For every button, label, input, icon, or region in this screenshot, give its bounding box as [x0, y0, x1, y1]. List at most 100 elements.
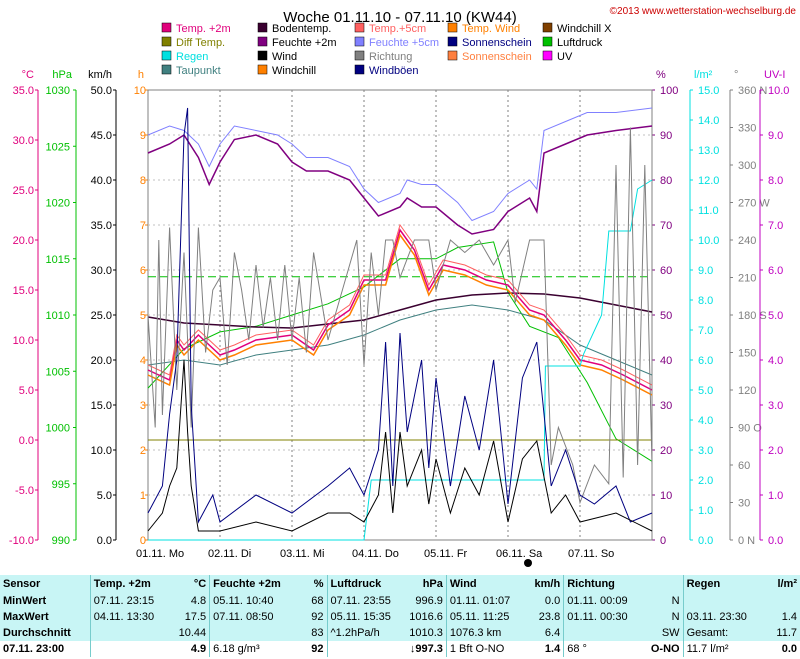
pressure-tick-label: 1020 [46, 198, 70, 210]
direction-tick-label: 60 [738, 460, 750, 472]
rain-tick-label: 15.0 [698, 85, 719, 97]
stats-press-value: 996.9 [415, 595, 443, 607]
stats-label: Durchschnitt [3, 627, 71, 639]
legend-label: Sonnenschein [462, 51, 532, 63]
rain-tick-label: 5.0 [698, 385, 713, 397]
stats-header-dir-val [642, 575, 683, 593]
stats-wind-value: 6.4 [544, 627, 561, 639]
legend-swatch [447, 22, 458, 33]
series-temp-5cm [147, 223, 653, 386]
direction-tick-label: 330 [738, 123, 756, 135]
stats-row-min: MinWert 07.11. 23:15 4.8 05.11. 10:40 68… [0, 593, 800, 609]
legend-label: Sonnenschein [462, 37, 532, 49]
stats-dir-value: N [671, 611, 680, 623]
plot-area [147, 89, 653, 541]
stats-header-wind-unit: km/h [534, 578, 561, 590]
stats-wind-value: 23.8 [538, 611, 561, 623]
stats-current-temp: 4.9 [172, 641, 210, 657]
hours-axis-unit: h [138, 69, 144, 81]
stats-temp-time: 04.11. 13:30 [89, 609, 173, 625]
hours-tick-label: 10 [134, 85, 146, 97]
uv-tick-label: 0.0 [768, 535, 783, 547]
stats-row-max: MaxWert 04.11. 13:30 17.5 07.11. 08:50 9… [0, 609, 800, 625]
hours-tick-label: 3 [140, 400, 146, 412]
temp-axis-unit: °C [22, 69, 34, 81]
legend-swatch [354, 36, 365, 47]
stats-hum-value: 68 [311, 595, 324, 607]
uv-tick-label: 10.0 [768, 85, 789, 97]
uv-tick-label: 1.0 [768, 490, 783, 502]
temp-tick-label: 5.0 [19, 385, 34, 397]
direction-tick-label: 30 [738, 498, 750, 510]
stats-current-direction: O-NO [641, 641, 684, 657]
direction-tick-label: 300 [738, 160, 756, 172]
chart-axes: 35.030.025.020.015.010.05.00.0-5.0-10.0°… [9, 69, 789, 567]
stats-hum-time: 07.11. 08:50 [209, 609, 290, 625]
direction-tick-label: 180 S [738, 310, 767, 322]
temp-tick-label: 0.0 [19, 435, 34, 447]
direction-tick-label: 360 N [738, 85, 767, 97]
stats-rain-value: 1.4 [781, 611, 797, 623]
stats-press-time: 07.11. 23:55 [326, 593, 399, 609]
stats-temp-time [89, 625, 173, 641]
stats-wind-distance: 1076.3 km [445, 625, 519, 641]
stats-header-hum: Feuchte +2m [209, 575, 290, 593]
moon-phase-icon [524, 559, 532, 567]
legend-label: Diff Temp. [176, 37, 225, 49]
temp-tick-label: 25.0 [13, 185, 34, 197]
series-feuchte-2m [147, 125, 653, 235]
legend-swatch [542, 22, 553, 33]
legend-swatch [447, 50, 458, 61]
hours-tick-label: 0 [140, 535, 146, 547]
legend-swatch [161, 22, 172, 33]
rain-tick-label: 8.0 [698, 295, 713, 307]
rain-tick-label: 7.0 [698, 325, 713, 337]
series-bodentemp- [147, 292, 653, 329]
pressure-tick-label: 1005 [46, 366, 70, 378]
direction-tick-label: 240 [738, 235, 756, 247]
humidity-tick-label: 60 [660, 265, 672, 277]
stats-rain-value [763, 593, 800, 609]
uv-tick-label: 5.0 [768, 310, 783, 322]
rain-tick-label: 1.0 [698, 505, 713, 517]
stats-press-trend: ^1.2hPa/h [326, 625, 399, 641]
pressure-tick-label: 1010 [46, 310, 70, 322]
humidity-tick-label: 30 [660, 400, 672, 412]
stats-header-rain: Regen [682, 575, 764, 593]
legend-swatch [161, 64, 172, 75]
temp-tick-label: 20.0 [13, 235, 34, 247]
day-label: 02.11. Di [208, 548, 251, 560]
humidity-tick-label: 50 [660, 310, 672, 322]
rain-tick-label: 0.0 [698, 535, 713, 547]
rain-axis-unit: l/m² [694, 69, 713, 81]
legend-label: Regen [176, 51, 208, 63]
rain-tick-label: 2.0 [698, 475, 713, 487]
stats-current-rain: 0.0 [763, 641, 800, 657]
humidity-tick-label: 80 [660, 175, 672, 187]
hours-tick-label: 8 [140, 175, 146, 187]
legend-swatch [161, 36, 172, 47]
stats-dir-time [563, 625, 642, 641]
copyright-text: ©2013 www.wetterstation-wechselburg.de [610, 6, 797, 17]
humidity-tick-label: 40 [660, 355, 672, 367]
legend-swatch [354, 50, 365, 61]
wind-tick-label: 10.0 [91, 445, 112, 457]
temp-tick-label: 15.0 [13, 285, 34, 297]
direction-tick-label: 210 [738, 273, 756, 285]
wind-tick-label: 25.0 [91, 310, 112, 322]
humidity-tick-label: 90 [660, 130, 672, 142]
stats-hum-time: 05.11. 10:40 [209, 593, 290, 609]
hours-tick-label: 6 [140, 265, 146, 277]
stats-current-pressure: ↓997.3 [398, 641, 447, 657]
uv-axis-unit: UV-I [764, 69, 785, 81]
rain-tick-label: 13.0 [698, 145, 719, 157]
stats-header-temp: Temp. +2m [89, 575, 173, 593]
stats-hum-time [209, 625, 290, 641]
stats-dir-time: 01.11. 00:09 [563, 593, 642, 609]
wind-tick-label: 20.0 [91, 355, 112, 367]
day-label: 05.11. Fr [424, 548, 468, 560]
chart-legend: Temp. +2m Bodentemp. Temp.+5cm Temp. Wind Wi… [161, 22, 612, 77]
rain-tick-label: 4.0 [698, 415, 713, 427]
stats-dir-time: 01.11. 00:30 [563, 609, 642, 625]
series-taupunkt [147, 304, 653, 376]
